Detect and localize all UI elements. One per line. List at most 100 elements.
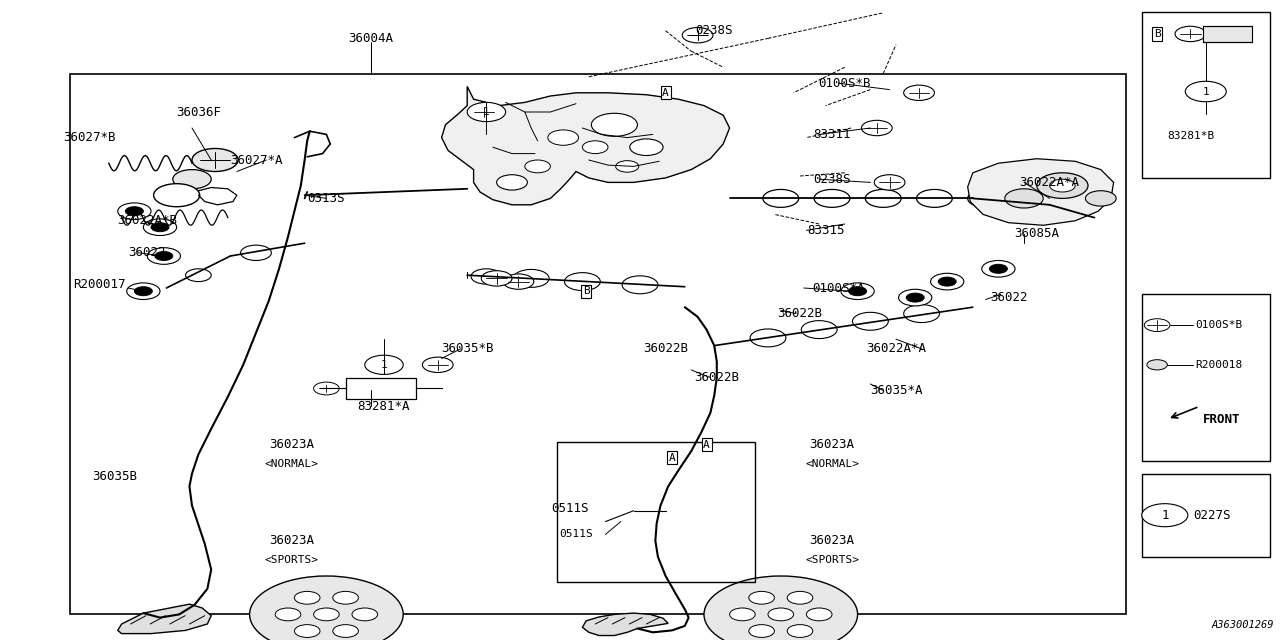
- Circle shape: [582, 141, 608, 154]
- Text: 1: 1: [1161, 509, 1169, 522]
- Text: 1: 1: [483, 107, 490, 117]
- Text: 36023A: 36023A: [809, 534, 855, 547]
- Text: 36022: 36022: [989, 291, 1028, 304]
- Circle shape: [513, 269, 549, 287]
- Circle shape: [916, 189, 952, 207]
- Text: 36027*B: 36027*B: [63, 131, 116, 144]
- Circle shape: [333, 591, 358, 604]
- Circle shape: [155, 252, 173, 260]
- Polygon shape: [346, 378, 416, 399]
- Circle shape: [151, 223, 169, 232]
- Circle shape: [134, 287, 152, 296]
- Circle shape: [471, 269, 502, 284]
- Circle shape: [497, 175, 527, 190]
- Circle shape: [365, 355, 403, 374]
- Text: 36023A: 36023A: [269, 438, 315, 451]
- Circle shape: [904, 85, 934, 100]
- Circle shape: [768, 608, 794, 621]
- Text: <SPORTS>: <SPORTS>: [265, 555, 319, 565]
- Text: 83315: 83315: [806, 224, 845, 237]
- Circle shape: [422, 357, 453, 372]
- Circle shape: [525, 160, 550, 173]
- Circle shape: [1053, 204, 1071, 212]
- Text: 36022B: 36022B: [777, 307, 823, 320]
- Circle shape: [1175, 26, 1206, 42]
- Circle shape: [192, 148, 238, 172]
- Circle shape: [849, 287, 867, 296]
- Text: 0100S*B: 0100S*B: [1196, 320, 1243, 330]
- Circle shape: [931, 273, 964, 290]
- Circle shape: [874, 175, 905, 190]
- Circle shape: [467, 102, 506, 122]
- Text: 0227S: 0227S: [1193, 509, 1230, 522]
- Circle shape: [1050, 179, 1075, 192]
- Circle shape: [125, 207, 143, 216]
- Text: 83311: 83311: [813, 128, 851, 141]
- Circle shape: [806, 608, 832, 621]
- Circle shape: [186, 269, 211, 282]
- Polygon shape: [1203, 26, 1252, 42]
- Text: 0511S: 0511S: [550, 502, 589, 515]
- Circle shape: [968, 189, 1004, 207]
- Circle shape: [904, 305, 940, 323]
- Circle shape: [982, 260, 1015, 277]
- Circle shape: [630, 139, 663, 156]
- Circle shape: [989, 264, 1007, 273]
- Circle shape: [861, 120, 892, 136]
- Circle shape: [906, 293, 924, 302]
- Text: A363001269: A363001269: [1211, 620, 1274, 630]
- Circle shape: [314, 382, 339, 395]
- Circle shape: [622, 276, 658, 294]
- Text: 36022: 36022: [128, 246, 166, 259]
- Text: 83281*B: 83281*B: [1167, 131, 1215, 141]
- Text: 0100S*A: 0100S*A: [812, 282, 865, 294]
- Text: 36022B: 36022B: [694, 371, 740, 384]
- Circle shape: [1037, 173, 1088, 198]
- Circle shape: [250, 576, 403, 640]
- Circle shape: [1185, 81, 1226, 102]
- Circle shape: [763, 189, 799, 207]
- Text: FRONT: FRONT: [1203, 413, 1240, 426]
- Text: <SPORTS>: <SPORTS>: [805, 555, 859, 565]
- Circle shape: [241, 245, 271, 260]
- Circle shape: [865, 189, 901, 207]
- Circle shape: [1144, 319, 1170, 332]
- Circle shape: [682, 28, 713, 43]
- Circle shape: [899, 289, 932, 306]
- Text: <NORMAL>: <NORMAL>: [805, 459, 859, 469]
- Circle shape: [787, 591, 813, 604]
- Text: A: A: [668, 452, 676, 463]
- Circle shape: [749, 625, 774, 637]
- Text: 36004A: 36004A: [348, 32, 394, 45]
- Circle shape: [333, 625, 358, 637]
- Polygon shape: [442, 86, 730, 205]
- Circle shape: [173, 170, 211, 189]
- Text: 0313S: 0313S: [307, 192, 346, 205]
- Text: 36036F: 36036F: [175, 106, 221, 118]
- Circle shape: [730, 608, 755, 621]
- Polygon shape: [582, 613, 668, 636]
- Circle shape: [814, 189, 850, 207]
- Text: B: B: [582, 286, 590, 296]
- Text: R200018: R200018: [1196, 360, 1243, 370]
- Polygon shape: [118, 604, 211, 634]
- Circle shape: [314, 608, 339, 621]
- Text: 36022A*A: 36022A*A: [1020, 176, 1079, 189]
- Circle shape: [548, 130, 579, 145]
- Circle shape: [749, 591, 774, 604]
- Text: R200017: R200017: [73, 278, 127, 291]
- Circle shape: [1147, 360, 1167, 370]
- Text: 36023A: 36023A: [809, 438, 855, 451]
- Text: 36035B: 36035B: [92, 470, 138, 483]
- Circle shape: [147, 248, 180, 264]
- Text: 1: 1: [1202, 86, 1210, 97]
- Text: 83281*A: 83281*A: [357, 400, 411, 413]
- Circle shape: [591, 113, 637, 136]
- Circle shape: [801, 321, 837, 339]
- Circle shape: [1142, 504, 1188, 527]
- Circle shape: [852, 312, 888, 330]
- Circle shape: [503, 274, 534, 289]
- Text: A: A: [662, 88, 669, 98]
- Text: 0100S*B: 0100S*B: [818, 77, 872, 90]
- Circle shape: [468, 104, 499, 120]
